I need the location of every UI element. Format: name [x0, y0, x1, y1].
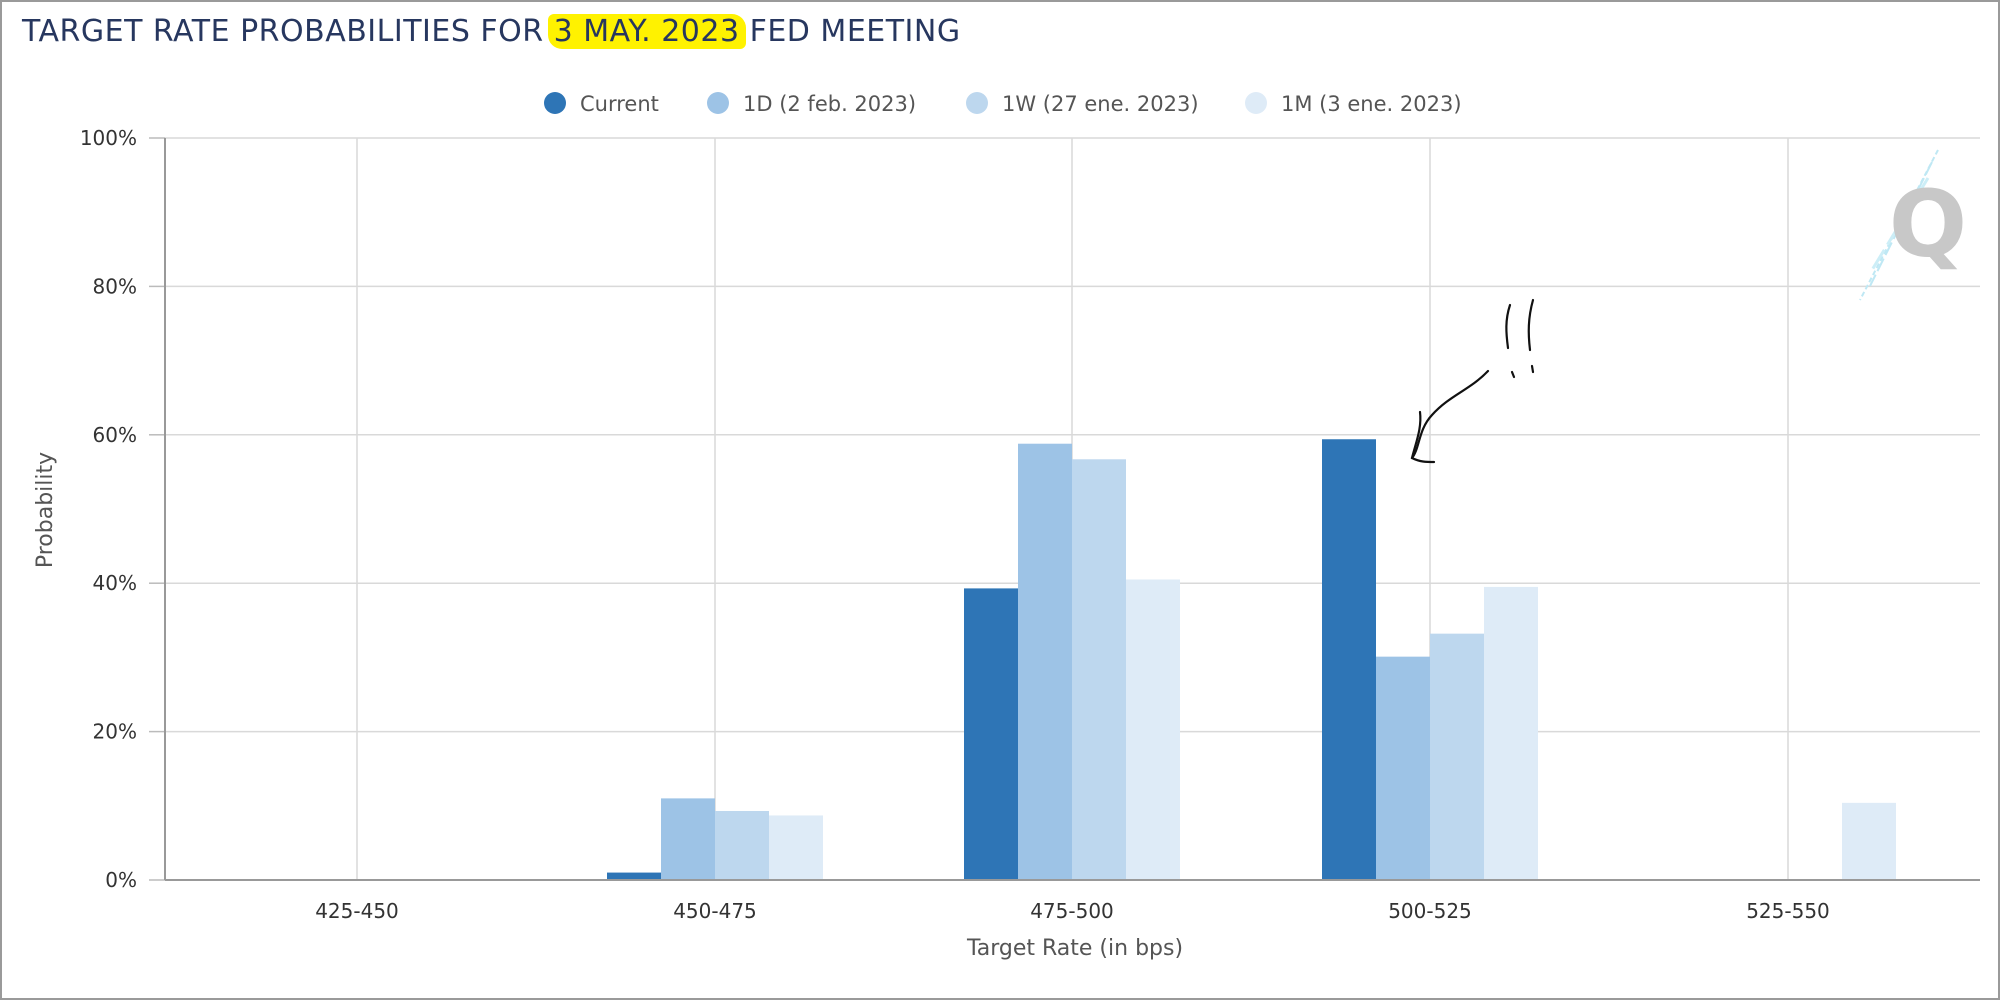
- y-tick-label: 20%: [93, 720, 137, 744]
- bar-525-550-3[interactable]: [1842, 802, 1896, 880]
- chart-title: TARGET RATE PROBABILITIES FOR 3 MAY. 202…: [22, 14, 961, 49]
- legend: Current 1D (2 feb. 2023) 1W (27 ene. 2023)…: [544, 92, 1462, 116]
- title-suffix: FED MEETING: [739, 14, 961, 49]
- y-tick-label: 60%: [93, 423, 137, 447]
- y-tick-label: 80%: [93, 274, 137, 298]
- title-highlighted-date: 3 MAY. 2023: [547, 14, 746, 49]
- legend-item-2[interactable]: 1W (27 ene. 2023): [966, 92, 1199, 116]
- bar-450-475-2[interactable]: [715, 810, 769, 880]
- legend-marker: [966, 92, 988, 114]
- svg-text:Q: Q: [1889, 171, 1967, 278]
- bar-500-525-3[interactable]: [1484, 586, 1538, 880]
- legend-label: Current: [580, 92, 659, 116]
- x-axis-tick-labels: 425-450 450-475 475-500 500-525 525-550: [315, 899, 1830, 923]
- bar-475-500-0[interactable]: [964, 588, 1018, 880]
- bar-450-475-0[interactable]: [607, 872, 661, 880]
- bar-475-500-3[interactable]: [1126, 579, 1180, 880]
- legend-item-0[interactable]: Current: [544, 92, 659, 116]
- y-tick-label: 100%: [80, 126, 137, 150]
- legend-item-1[interactable]: 1D (2 feb. 2023): [707, 92, 916, 116]
- y-tick-label: 40%: [93, 571, 137, 595]
- title-prefix: TARGET RATE PROBABILITIES FOR: [22, 14, 554, 49]
- legend-marker: [1245, 92, 1267, 114]
- x-tick-label: 525-550: [1746, 899, 1830, 923]
- watermark-logo-q: Q: [1859, 149, 1967, 301]
- y-tick-label: 0%: [105, 868, 137, 892]
- bars: [607, 439, 1896, 880]
- bar-500-525-2[interactable]: [1430, 633, 1484, 880]
- y-axis-tick-labels: 0% 20% 40% 60% 80% 100%: [80, 126, 137, 892]
- bar-475-500-2[interactable]: [1072, 459, 1126, 880]
- bar-500-525-1[interactable]: [1376, 656, 1430, 880]
- legend-label: 1W (27 ene. 2023): [1002, 92, 1199, 116]
- legend-label: 1M (3 ene. 2023): [1281, 92, 1462, 116]
- bar-500-525-0[interactable]: [1322, 439, 1376, 880]
- axes: [164, 138, 1980, 881]
- x-axis-title: Target Rate (in bps): [966, 936, 1183, 961]
- x-tick-label: 425-450: [315, 899, 399, 923]
- legend-marker: [707, 92, 729, 114]
- legend-item-3[interactable]: 1M (3 ene. 2023): [1245, 92, 1462, 116]
- bar-450-475-3[interactable]: [769, 815, 823, 880]
- y-axis-title: Probability: [33, 452, 58, 568]
- x-tick-label: 500-525: [1388, 899, 1472, 923]
- legend-marker: [544, 92, 566, 114]
- bar-450-475-1[interactable]: [661, 798, 715, 880]
- handwritten-arrow-annotation: [1410, 298, 1535, 464]
- bar-475-500-1[interactable]: [1018, 443, 1072, 880]
- x-tick-label: 450-475: [673, 899, 757, 923]
- legend-label: 1D (2 feb. 2023): [743, 92, 916, 116]
- x-tick-label: 475-500: [1030, 899, 1114, 923]
